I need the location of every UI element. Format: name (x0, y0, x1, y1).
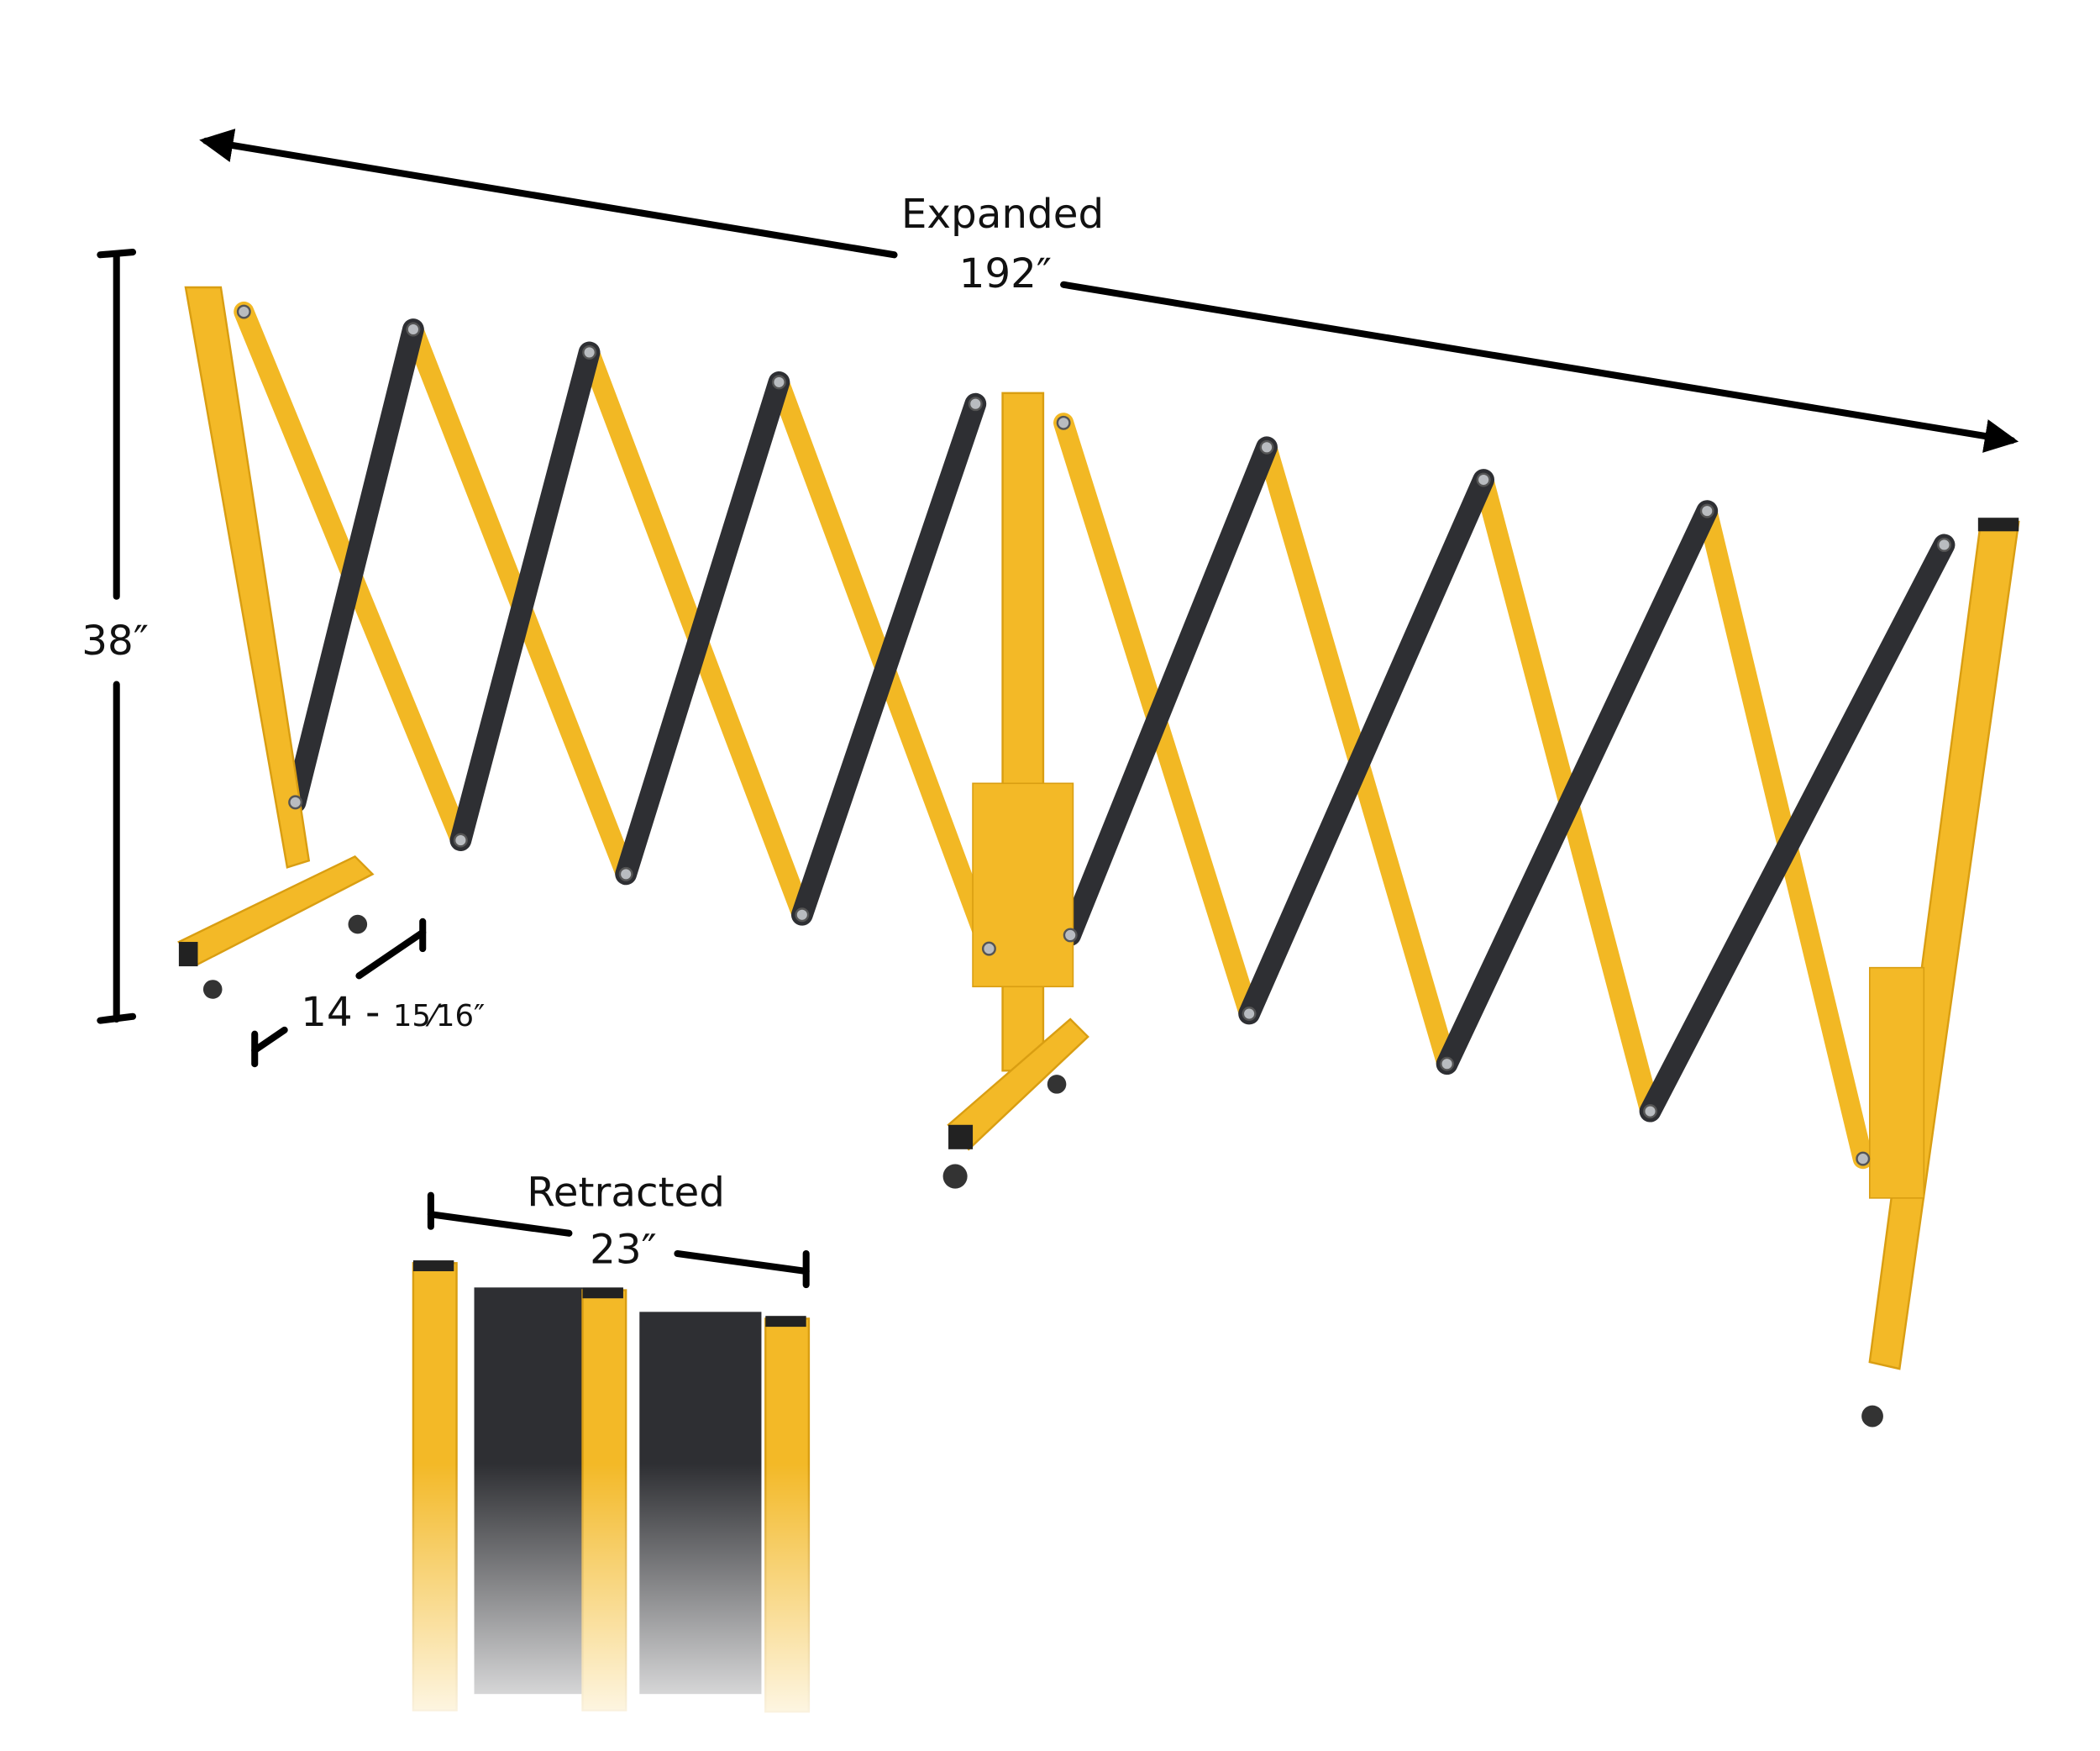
right-bracket (1869, 966, 1925, 1199)
pivot-pin (453, 833, 468, 848)
pivot-pin (771, 375, 786, 390)
pivot-pin (1856, 1151, 1871, 1166)
base-dim-line-right (355, 928, 427, 980)
height-value: 38″ (81, 618, 149, 665)
dimension-lines (97, 129, 2019, 1289)
pivot-pin (582, 344, 597, 360)
base-width-whole: 14 - (301, 989, 393, 1036)
expanded-arrow-right (1060, 281, 2019, 453)
left-rear-caster-icon (348, 914, 368, 934)
pivot-pin (981, 941, 996, 956)
pivot-pin (1699, 503, 1714, 518)
pivot-pin (1259, 439, 1274, 455)
pivot-pin (1937, 537, 1951, 552)
middle-rear-caster-icon (1047, 1075, 1067, 1094)
right-post-cap (1977, 518, 2019, 532)
pivot-pin (236, 304, 251, 319)
pivot-pin (406, 322, 421, 337)
black-bar (449, 341, 601, 851)
expanded-arrow-left (199, 129, 898, 259)
left-foot-cap (178, 942, 198, 967)
pivot-pin (1476, 472, 1491, 487)
black-bar (1238, 469, 1495, 1025)
pivot-pin (1056, 415, 1071, 430)
base-width-label: 14 - 15⁄16″ (301, 989, 485, 1036)
middle-caster-icon (942, 1164, 968, 1189)
black-bar (284, 318, 424, 813)
base-width-fraction: 15⁄16″ (393, 999, 485, 1033)
middle-bracket (972, 782, 1074, 988)
black-bar (1639, 534, 1956, 1123)
expanded-barrier (177, 286, 2020, 1428)
black-bar (1059, 436, 1278, 946)
pivot-pin (1063, 928, 1078, 943)
black-scissor-bars (284, 318, 1956, 1123)
pivot-pin (968, 397, 983, 412)
pivot-pin (618, 866, 633, 881)
retracted-barrier (392, 1260, 840, 1751)
pivot-pin (1242, 1007, 1257, 1021)
pivot-pins (236, 304, 1951, 1166)
black-bar (1436, 500, 1719, 1075)
retracted-value: 23″ (590, 1226, 657, 1273)
retracted-line-left (427, 1211, 573, 1237)
retracted-title: Retracted (527, 1170, 725, 1217)
middle-foot-cap (948, 1124, 974, 1149)
pivot-pin (288, 795, 303, 810)
pivot-pin (1643, 1104, 1657, 1119)
black-bar (790, 392, 987, 926)
left-base-foot (177, 854, 375, 966)
left-post (184, 286, 311, 869)
base-dim-line-left (251, 1026, 288, 1054)
expanded-value: 192″ (959, 250, 1052, 297)
pivot-pin (795, 907, 810, 923)
black-bar (615, 371, 790, 886)
pivot-pin (1440, 1056, 1455, 1071)
fade-overlay (392, 1464, 840, 1751)
left-caster-icon (202, 980, 223, 999)
retracted-line-right (674, 1249, 810, 1275)
expanded-title: Expanded (901, 191, 1104, 238)
right-caster-icon (1861, 1405, 1883, 1428)
